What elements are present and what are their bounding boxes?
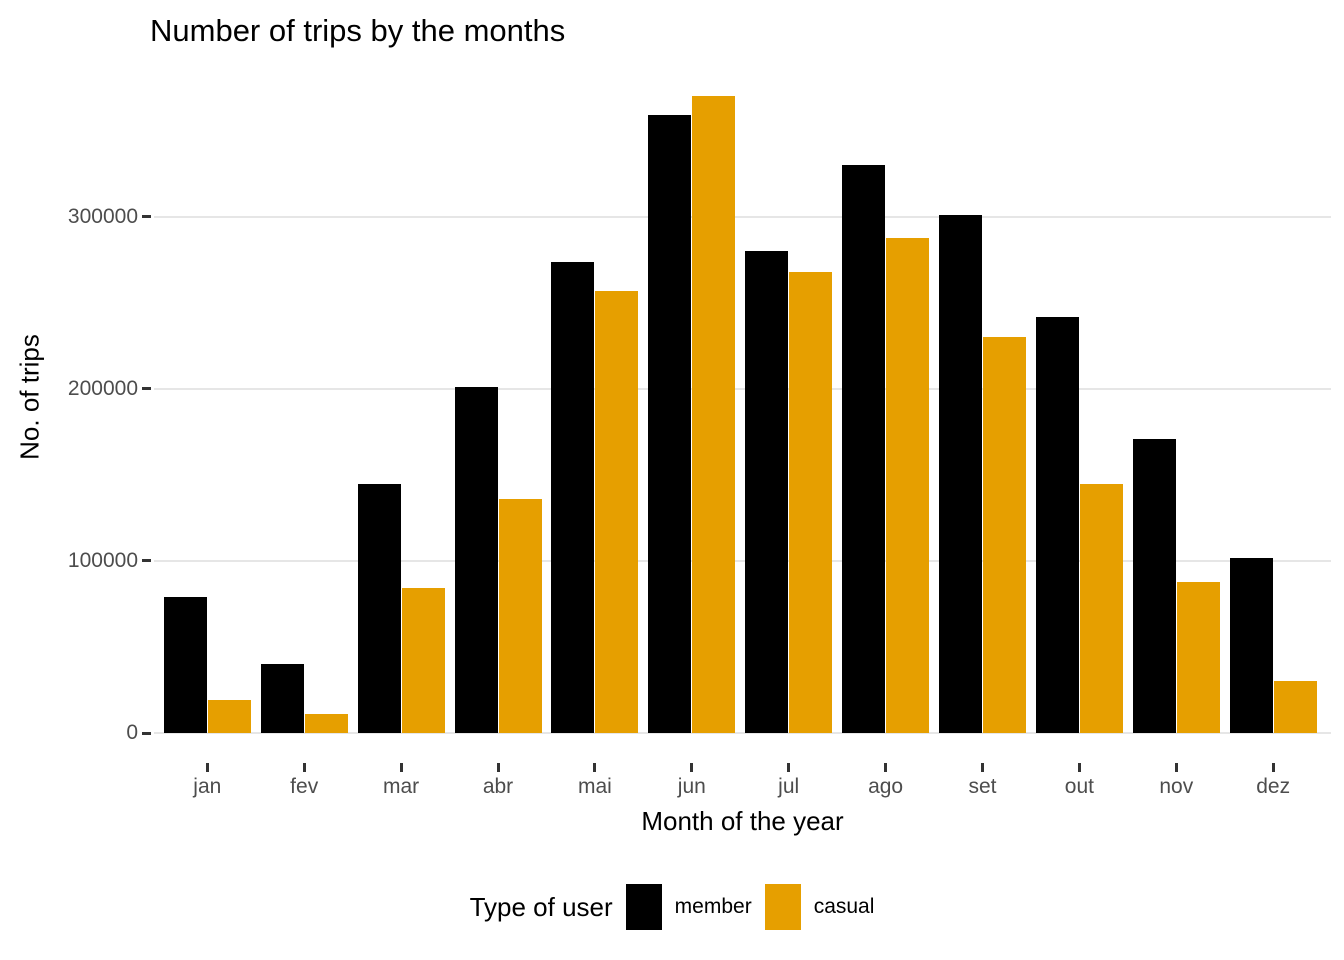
x-tick-label-jun: jun <box>677 775 706 798</box>
x-tick-label-out: out <box>1064 775 1094 798</box>
x-tick-label-fev: fev <box>290 775 319 798</box>
x-tick-mark-nov <box>1174 763 1178 772</box>
legend-title: Type of user <box>469 891 613 922</box>
chart-title: Number of trips by the months <box>150 13 566 48</box>
x-tick-mark-jul <box>787 763 791 772</box>
x-tick-label-set: set <box>968 775 997 798</box>
x-tick-mark-set <box>981 763 984 772</box>
bar-mai-casual <box>595 290 639 733</box>
x-tick-label-ago: ago <box>868 775 904 798</box>
bar-set-casual <box>983 337 1026 733</box>
legend-label-member: member <box>674 895 752 918</box>
x-axis-title: Month of the year <box>641 806 844 836</box>
x-tick-mark-fev <box>302 763 306 772</box>
legend-key-member-swatch <box>625 884 662 930</box>
y-tick-mark <box>142 387 151 391</box>
legend-item-member: member <box>625 884 752 930</box>
bar-fev-casual <box>304 714 348 733</box>
x-axis: jan fev mar abr mai jun jul ago set out nov dez <box>154 733 1331 808</box>
bar-mar-member <box>357 483 401 733</box>
bar-ago-casual <box>886 237 930 733</box>
y-tick-mark <box>142 731 151 735</box>
x-tick-mark-dez <box>1271 763 1275 772</box>
y-tick-label-300000: 300000 <box>67 204 138 228</box>
gridline-300000 <box>154 215 1331 218</box>
bar-dez-casual <box>1273 681 1317 733</box>
y-tick-label-0: 0 <box>126 721 138 744</box>
legend: Type of user member casual <box>0 884 1344 930</box>
gridline-100000 <box>154 559 1331 562</box>
bar-jul-casual <box>789 271 833 733</box>
bar-jan-member <box>163 597 207 733</box>
bar-abr-member <box>454 387 498 733</box>
gridline-200000 <box>154 387 1331 390</box>
legend-key-casual-swatch <box>764 884 801 930</box>
bar-jun-member <box>648 115 692 733</box>
x-tick-mark-mar <box>399 763 403 772</box>
y-axis: 0 100000 200000 300000 <box>0 62 154 744</box>
plot-panel <box>154 62 1331 734</box>
legend-item-casual: casual <box>764 884 875 930</box>
x-tick-label-dez: dez <box>1256 775 1291 798</box>
x-tick-mark-ago <box>884 763 888 772</box>
bar-jan-casual <box>207 700 251 733</box>
x-tick-mark-jan <box>205 763 209 772</box>
bar-jun-casual <box>692 96 736 733</box>
bar-nov-casual <box>1176 581 1220 733</box>
x-tick-label-mar: mar <box>383 775 420 798</box>
x-tick-mark-out <box>1077 763 1081 772</box>
bar-abr-casual <box>498 499 542 733</box>
bar-dez-member <box>1229 557 1273 733</box>
bar-jul-member <box>745 251 789 733</box>
bar-mai-member <box>551 261 595 733</box>
y-tick-label-200000: 200000 <box>67 376 138 400</box>
x-tick-mark-abr <box>496 763 500 772</box>
y-tick-label-100000: 100000 <box>67 548 138 572</box>
bar-fev-member <box>260 664 304 733</box>
bar-out-casual <box>1079 483 1123 733</box>
bar-ago-member <box>842 165 886 733</box>
x-tick-label-jan: jan <box>193 775 222 798</box>
x-tick-label-abr: abr <box>482 775 514 798</box>
bar-nov-member <box>1132 438 1176 733</box>
bar-mar-casual <box>401 588 445 733</box>
bar-out-member <box>1035 316 1079 733</box>
x-tick-label-jul: jul <box>778 775 800 798</box>
x-tick-mark-mai <box>593 763 597 772</box>
y-tick-mark <box>142 215 151 219</box>
x-tick-mark-jun <box>690 763 694 772</box>
y-tick-mark <box>142 559 151 563</box>
x-tick-label-nov: nov <box>1159 775 1194 798</box>
bar-set-member <box>939 215 982 733</box>
x-tick-label-mai: mai <box>577 775 612 798</box>
gridline-0 <box>154 732 1331 734</box>
legend-label-casual: casual <box>813 895 875 918</box>
